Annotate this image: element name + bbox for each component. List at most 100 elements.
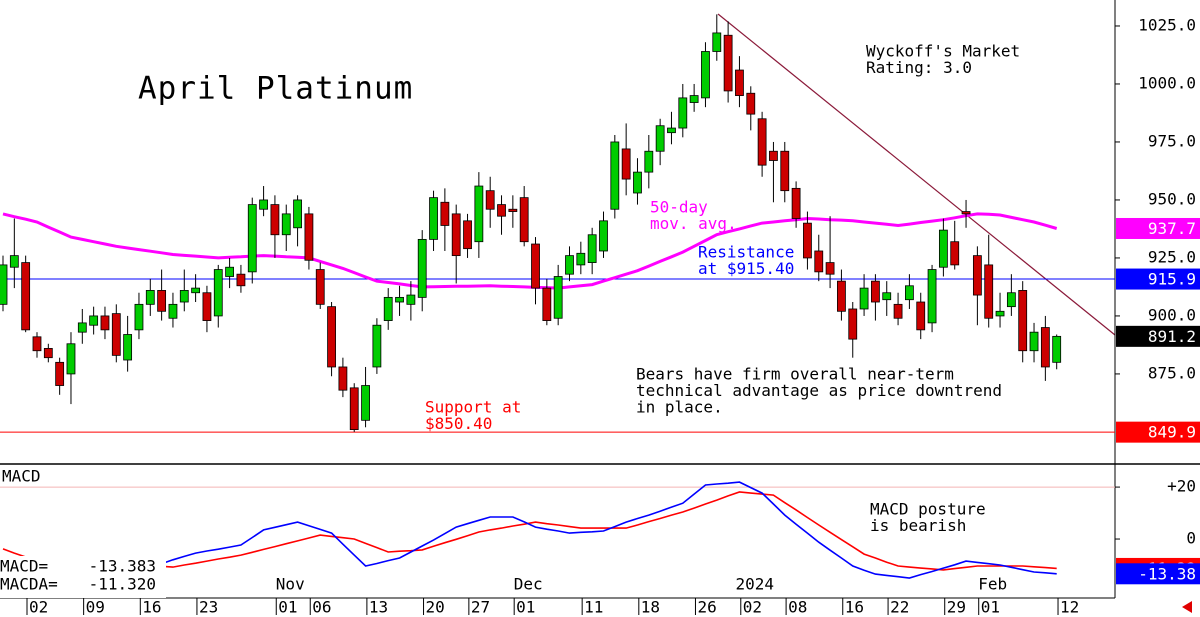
candle-body <box>281 213 291 236</box>
candle-body <box>236 273 246 287</box>
x-tick-label: 29 <box>947 598 966 617</box>
x-tick-label: 01 <box>516 598 535 617</box>
candle-body <box>349 387 359 430</box>
candle-body <box>293 199 302 229</box>
candle-body <box>701 51 710 99</box>
candle-body <box>497 204 506 217</box>
annotation: Wyckoff's Market <box>866 42 1020 61</box>
candle-body <box>338 366 348 391</box>
candle-body <box>803 222 812 259</box>
candle-body <box>814 250 824 273</box>
panel-title: MACD <box>2 467 41 486</box>
candle-body <box>655 125 665 152</box>
annotation: Support at <box>425 398 521 417</box>
candle-body <box>145 290 155 305</box>
candle-body <box>9 255 19 268</box>
candle-body <box>769 150 778 161</box>
candle-body <box>508 208 518 212</box>
candle-body <box>89 315 99 326</box>
legend-box <box>0 556 166 598</box>
candle-body <box>361 385 370 421</box>
y-tick-label: 925.0 <box>1148 247 1196 266</box>
candle-body <box>327 306 336 368</box>
y-tick-label: 975.0 <box>1148 131 1196 150</box>
annotation: 50-day <box>650 198 708 217</box>
month-label: Dec <box>514 575 543 594</box>
y-tick-label: 950.0 <box>1148 189 1196 208</box>
candle-body <box>723 34 733 92</box>
x-tick-label: 22 <box>890 598 909 617</box>
ma-value-label: 937.7 <box>1148 219 1196 238</box>
candle-body <box>43 348 53 359</box>
annotation: technical advantage as price downtrend <box>636 381 1002 400</box>
legend-name: MACDA= <box>0 575 58 594</box>
candle-body <box>123 334 133 361</box>
chart-title: April Platinum <box>138 71 413 107</box>
x-tick-label: 02 <box>29 598 48 617</box>
trend-line <box>717 13 1116 336</box>
candle-body <box>565 255 574 275</box>
candle-body <box>259 199 268 210</box>
candle-body <box>780 150 790 192</box>
candle-body <box>304 213 314 261</box>
candle-body <box>134 303 144 331</box>
candle-body <box>678 97 688 129</box>
annotation: MACD posture <box>870 500 986 519</box>
candle-body <box>440 201 450 226</box>
candle-body <box>610 141 620 210</box>
candle-body <box>633 171 642 194</box>
macd-line <box>2 491 1057 571</box>
month-label: 2024 <box>736 575 775 594</box>
annotation: is bearish <box>870 516 966 535</box>
candle-body <box>485 190 495 210</box>
candle-body <box>735 69 744 96</box>
candle-body <box>1040 327 1050 368</box>
x-tick-label: 01 <box>981 598 1000 617</box>
x-tick-label: 11 <box>584 598 603 617</box>
legend-name: MACD= <box>0 557 48 576</box>
candle-body <box>746 92 756 115</box>
x-tick-label: 06 <box>312 598 331 617</box>
moving-average <box>2 212 1058 290</box>
level-value-box <box>1116 268 1200 290</box>
level-value-label: 849.9 <box>1148 423 1196 442</box>
x-tick-label: 23 <box>199 598 218 617</box>
candle-body <box>893 303 903 319</box>
candle-body <box>1018 290 1028 352</box>
x-tick-label: 09 <box>86 598 105 617</box>
candle-body <box>542 287 552 321</box>
x-tick-label: 27 <box>471 598 490 617</box>
candle-body <box>395 296 404 303</box>
candle-body <box>191 287 201 294</box>
candle-body <box>66 343 76 375</box>
scroll-arrow[interactable] <box>1182 601 1192 613</box>
x-tick-label: 20 <box>426 598 445 617</box>
candle-body <box>383 296 393 321</box>
candle-body <box>882 292 892 301</box>
candle-body <box>247 204 257 273</box>
macd-line <box>2 481 1057 579</box>
x-tick-label: 01 <box>278 598 297 617</box>
candle-body <box>950 241 960 266</box>
annotation: Rating: 3.0 <box>866 58 972 77</box>
x-tick-label: 16 <box>845 598 864 617</box>
candle-body <box>1052 335 1062 363</box>
annotation: at $915.40 <box>698 259 794 278</box>
candle-body <box>77 322 87 333</box>
last-close-box <box>1116 325 1200 347</box>
candle-body <box>463 220 472 250</box>
candle-body <box>0 264 8 305</box>
candle-body <box>825 262 835 275</box>
x-tick-label: 16 <box>142 598 161 617</box>
candle-body <box>599 220 608 252</box>
candle-body <box>315 269 325 305</box>
candle-body <box>1006 292 1016 308</box>
x-tick-label: 13 <box>369 598 388 617</box>
candle-body <box>995 310 1005 317</box>
candle-body <box>474 185 484 243</box>
annotation: Bears have firm overall near-term <box>636 365 954 384</box>
candle-body <box>1029 331 1039 352</box>
annotation: mov. avg. <box>650 214 737 233</box>
annotation: in place. <box>636 398 723 417</box>
annotation: Resistance <box>698 243 794 262</box>
